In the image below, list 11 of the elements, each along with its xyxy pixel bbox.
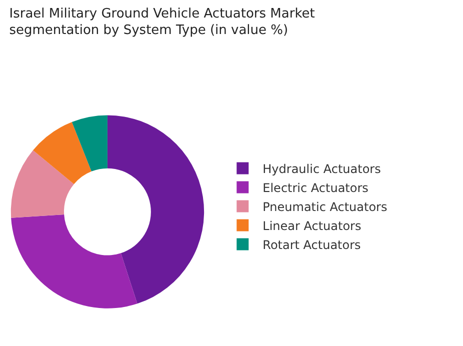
legend-label: Electric Actuators [262,180,368,195]
chart-title: Israel Military Ground Vehicle Actuators Market segmentation by System Type (in value %) [9,6,315,38]
legend-label: Linear Actuators [262,218,362,233]
legend-label: Rotart Actuators [262,238,361,252]
donut-slice [72,115,108,172]
donut-slice [33,122,92,184]
donut-slice [11,150,74,218]
donut-slice [107,115,204,304]
donut-slice [11,214,138,308]
legend-label: Pneumatic Actuators [262,200,388,214]
legend-label: Hydraulic Actuators [262,162,381,176]
